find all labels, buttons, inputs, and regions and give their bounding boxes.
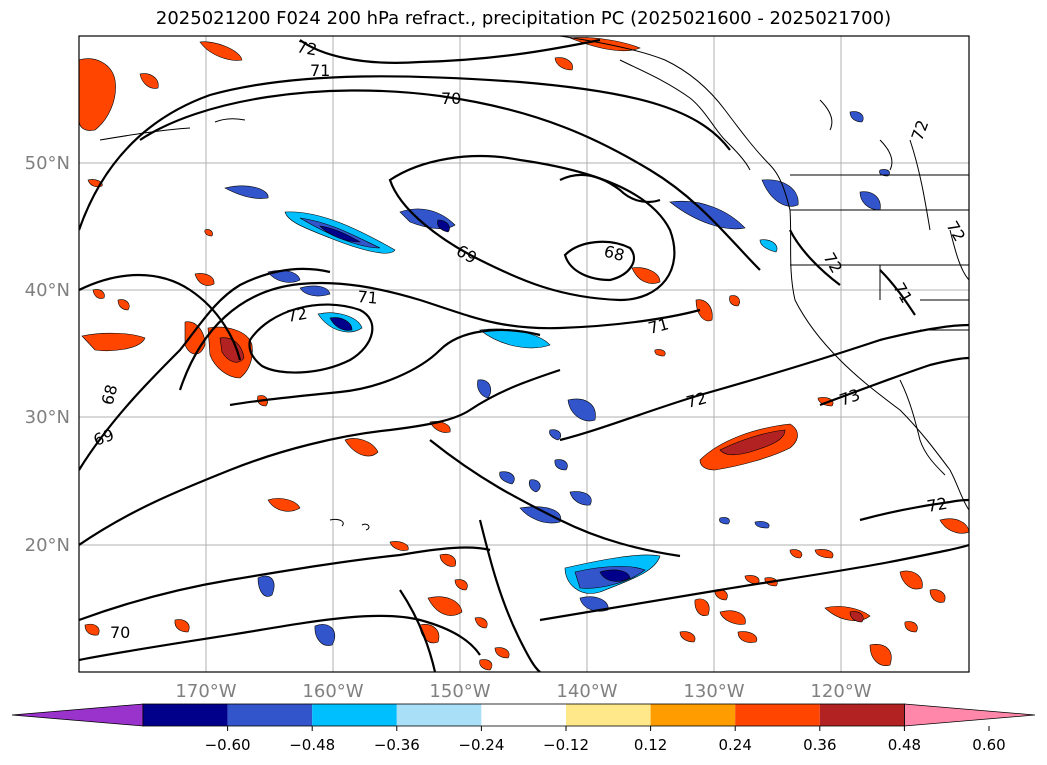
colorbar: −0.60 −0.48 −0.36 −0.24 −0.12 0.12 0.24 0.36 0.4…: [11, 703, 1036, 754]
colorbar-extend-high: [904, 703, 1036, 727]
contour-label: 71: [310, 61, 330, 80]
contour-label: 72: [295, 37, 318, 59]
colorbar-bin: [650, 704, 736, 726]
contour-label: 70: [110, 623, 130, 642]
contour-label: 72: [285, 304, 308, 326]
negative-precip-areas: [224, 111, 890, 646]
map-frame: [78, 35, 970, 673]
lat-label: 50°N: [25, 153, 70, 174]
lon-label: 150°W: [429, 681, 490, 702]
longitude-labels: 170°W 160°W 150°W 140°W 130°W 120°W: [175, 681, 871, 702]
contour-label: 68: [602, 242, 627, 266]
coastlines: [99, 36, 969, 531]
positive-precip-areas: [79, 37, 969, 671]
colorbar-tick-label: −0.36: [374, 736, 420, 754]
lat-label: 20°N: [25, 535, 70, 556]
lat-label: 40°N: [25, 280, 70, 301]
lon-label: 120°W: [810, 681, 871, 702]
colorbar-bin: [735, 704, 820, 726]
refractivity-contours: [79, 38, 969, 672]
contour-label: 71: [357, 287, 379, 308]
colorbar-extend-low: [11, 703, 144, 727]
contour-label: 72: [925, 494, 948, 516]
contour-label: 71: [646, 314, 671, 338]
colorbar-tick-label: 0.36: [803, 736, 836, 754]
colorbar-tick-label: −0.60: [205, 736, 251, 754]
colorbar-tick-label: 0.48: [888, 736, 921, 754]
colorbar-bin: [143, 704, 228, 726]
contour-label: 70: [441, 89, 461, 108]
lon-label: 130°W: [683, 681, 744, 702]
colorbar-tick-label: −0.12: [543, 736, 589, 754]
chart-title: 2025021200 F024 200 hPa refract., precip…: [155, 8, 892, 29]
colorbar-tick-label: 0.24: [718, 736, 751, 754]
colorbar-bin: [396, 704, 482, 726]
colorbar-bin: [566, 704, 651, 726]
contour-label: 68: [98, 382, 122, 407]
colorbar-tick-label: 0.12: [634, 736, 667, 754]
colorbar-tick-label: −0.48: [289, 736, 335, 754]
colorbar-frame: [142, 703, 905, 727]
lon-label: 160°W: [302, 681, 363, 702]
contour-label: 72: [684, 388, 709, 412]
lat-label: 30°N: [25, 407, 70, 428]
lon-label: 140°W: [556, 681, 617, 702]
colorbar-bin: [312, 704, 397, 726]
colorbar-bin: [819, 704, 905, 726]
latitude-labels: 50°N 40°N 30°N 20°N: [25, 153, 70, 556]
lon-label: 170°W: [175, 681, 236, 702]
colorbar-bin: [481, 704, 566, 726]
colorbar-tick-label: 0.60: [972, 736, 1005, 754]
colorbar-tick-label: −0.24: [458, 736, 504, 754]
colorbar-bin: [227, 704, 313, 726]
